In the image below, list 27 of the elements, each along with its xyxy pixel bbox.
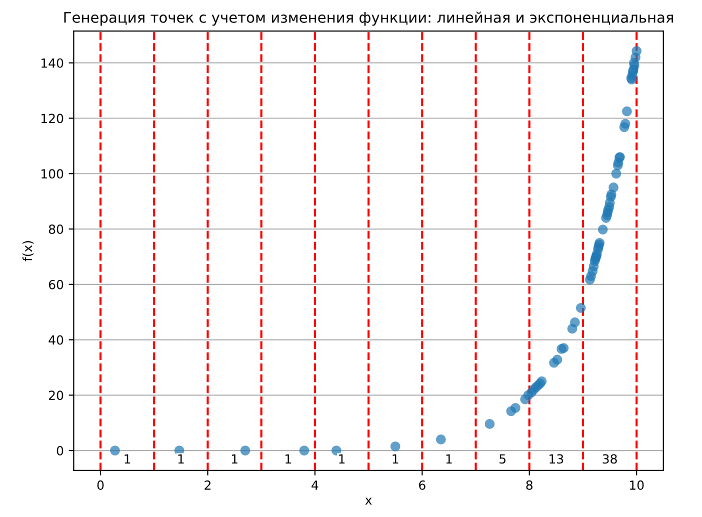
annotation: 1 [339,454,345,464]
y-tick-label: 0 [56,446,64,456]
annotation: 13 [550,454,564,464]
y-tick-label: 140 [42,58,64,68]
chart-title: Генерация точек с учетом изменения функции: линейная и экспоненциальная [64,12,673,26]
y-tick-label: 20 [49,390,64,400]
annotation: 1 [392,454,398,464]
y-tick-label: 80 [48,224,64,234]
y-axis-title: f(x) [22,241,34,262]
annotation: 1 [232,454,238,464]
y-tick-label: 40 [48,335,64,345]
y-tick-label: 60 [48,280,64,290]
y-tick-label: 120 [42,114,64,124]
annotation: 1 [124,454,130,464]
annotation: 5 [500,454,506,464]
x-tick-label: 4 [312,480,318,490]
x-tick-label: 2 [204,480,210,490]
x-tick-label: 10 [630,480,644,490]
annotation: 1 [446,454,452,464]
annotation: 1 [286,454,291,464]
x-tick-label: 8 [526,480,532,490]
y-tick-label: 100 [42,169,64,179]
annotation: 38 [602,454,617,464]
annotation: 1 [178,454,184,464]
x-tick-label: 6 [419,480,426,490]
x-tick-label: 0 [97,480,104,490]
x-axis-title: x [365,498,372,505]
